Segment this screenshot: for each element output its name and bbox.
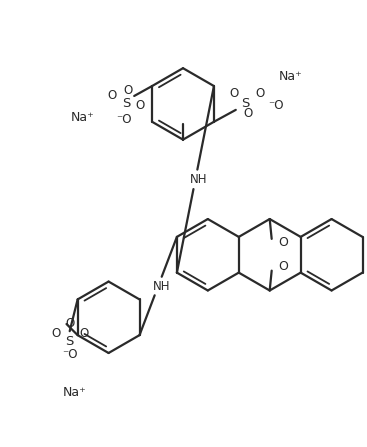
Text: ⁻O: ⁻O	[117, 113, 132, 127]
Text: O: O	[108, 89, 117, 102]
Text: S: S	[122, 97, 130, 110]
Text: O: O	[279, 260, 288, 273]
Text: O: O	[135, 99, 145, 112]
Text: O: O	[79, 327, 88, 340]
Text: O: O	[243, 107, 252, 120]
Text: ⁻O: ⁻O	[268, 99, 283, 112]
Text: O: O	[229, 88, 239, 101]
Text: S: S	[241, 97, 250, 110]
Text: O: O	[124, 84, 133, 97]
Text: NH: NH	[190, 173, 207, 186]
Text: ⁻O: ⁻O	[62, 349, 77, 362]
Text: O: O	[279, 236, 288, 249]
Text: O: O	[51, 327, 61, 340]
Text: Na⁺: Na⁺	[63, 386, 87, 399]
Text: O: O	[255, 88, 264, 101]
Text: NH: NH	[152, 279, 170, 292]
Text: Na⁺: Na⁺	[279, 70, 302, 83]
Text: S: S	[65, 335, 74, 348]
Text: Na⁺: Na⁺	[71, 111, 94, 124]
Text: O: O	[65, 317, 74, 330]
